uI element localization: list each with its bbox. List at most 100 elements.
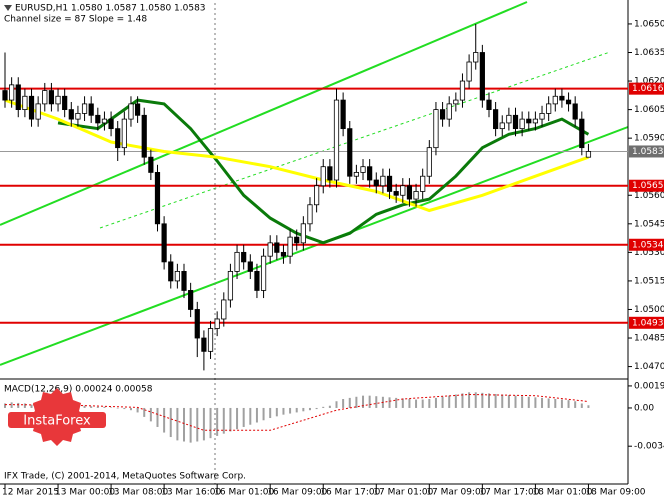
macd-bar <box>514 395 517 408</box>
macd-bar <box>23 403 26 408</box>
macd-bar <box>322 406 325 408</box>
macd-bar <box>481 392 484 408</box>
candle-body <box>174 271 180 282</box>
candle-body <box>552 95 558 105</box>
candle-body <box>154 172 161 225</box>
macd-bar <box>176 407 179 441</box>
candle-body <box>453 99 459 105</box>
candle-body <box>380 175 386 187</box>
candle-body <box>108 118 114 130</box>
macd-bar <box>507 395 510 408</box>
macd-bar <box>348 397 351 408</box>
candle-body <box>81 103 88 114</box>
macd-bar <box>242 407 245 427</box>
moving-average <box>4 98 589 213</box>
logo-text: InstaForex <box>23 414 91 429</box>
y-tick-label: 1.0485 <box>634 334 664 344</box>
candle-body <box>406 185 413 200</box>
macd-bar <box>421 399 424 408</box>
macd-bar <box>415 399 418 408</box>
candle-body <box>493 109 499 130</box>
macd-signal <box>4 393 589 431</box>
macd-bar <box>567 400 570 408</box>
x-tick-label: 16 Mar 17:00 <box>320 488 380 498</box>
macd-bar <box>474 392 477 408</box>
candle-body <box>532 118 539 124</box>
candle-body <box>55 95 61 105</box>
candle-body <box>506 114 512 124</box>
macd-tick-label: 0.00 <box>634 403 654 413</box>
candle-body <box>546 103 552 114</box>
macd-bar <box>554 399 557 408</box>
candle-body <box>15 84 21 110</box>
macd-bar <box>401 398 404 408</box>
y-tick-label: 1.0590 <box>634 134 664 144</box>
macd-bar <box>308 407 311 411</box>
candle-body <box>426 147 432 177</box>
macd-bar <box>129 407 132 411</box>
y-tick-label: 1.0470 <box>634 362 664 372</box>
y-tick-label: 1.0560 <box>634 191 664 201</box>
candle-body <box>48 90 55 105</box>
y-tick-label: 1.0515 <box>634 276 664 286</box>
level-badge <box>629 238 664 251</box>
footer: IFX Trade, (C) 2001-2014, MetaQuotes Sof… <box>4 472 246 482</box>
candle-body <box>519 118 525 130</box>
candle-body <box>280 251 287 257</box>
macd-bar <box>136 407 139 413</box>
macd-label: MACD(12,26,9) 0.00024 0.00058 <box>4 385 153 395</box>
x-tick-label: 17 Mar 17:00 <box>479 488 539 498</box>
macd-bar <box>355 396 358 408</box>
candle-body <box>559 95 565 101</box>
macd-bar <box>183 407 186 442</box>
macd-bar <box>149 407 152 422</box>
x-tick-label: 12 Mar 2015 <box>2 488 59 498</box>
level-label: 1.0534 <box>632 240 664 250</box>
candle-body <box>9 84 15 101</box>
macd-bar <box>468 392 471 408</box>
candle-body <box>353 172 359 177</box>
macd-bar <box>255 407 258 423</box>
candle-body <box>473 52 479 63</box>
candle-body <box>95 114 101 124</box>
candle-body <box>307 204 313 225</box>
macd-bar <box>83 405 86 408</box>
candle-body <box>439 109 446 120</box>
macd-bar <box>521 396 524 408</box>
candle-body <box>68 109 74 120</box>
candle-body <box>400 185 406 196</box>
x-tick-label: 18 Mar 09:00 <box>585 488 645 498</box>
symbol-header: EURUSD,H1 1.0580 1.0587 1.0580 1.0583 <box>15 4 206 14</box>
candle-body <box>115 128 121 149</box>
last-price-label: 1.0583 <box>632 147 664 157</box>
level-badge <box>629 179 664 192</box>
x-tick-label: 16 Mar 09:00 <box>267 488 327 498</box>
macd-bar <box>123 407 126 410</box>
candle-body <box>260 255 267 291</box>
candle-body <box>565 99 572 105</box>
macd-bar <box>275 407 278 417</box>
macd-bar <box>209 407 212 439</box>
macd-bar <box>282 407 285 415</box>
macd-bar <box>428 399 431 408</box>
macd-bar <box>236 407 239 430</box>
candle-body <box>433 109 439 149</box>
candle-body <box>367 166 373 181</box>
candle-body <box>134 103 141 116</box>
candle-body <box>161 223 167 263</box>
candle-body <box>320 166 326 187</box>
macd-bar <box>342 399 345 408</box>
macd-bar <box>30 404 33 408</box>
candle-body <box>35 103 41 120</box>
candle-body <box>274 242 280 253</box>
y-tick-label: 1.0500 <box>634 305 664 315</box>
candle-body <box>386 175 393 192</box>
macd-bar <box>388 397 391 408</box>
candle-body <box>254 271 260 291</box>
candle-body <box>579 118 585 149</box>
candle-body <box>75 113 81 120</box>
candle-body <box>420 175 426 192</box>
macd-bar <box>302 407 305 412</box>
macd-bar <box>4 403 6 408</box>
